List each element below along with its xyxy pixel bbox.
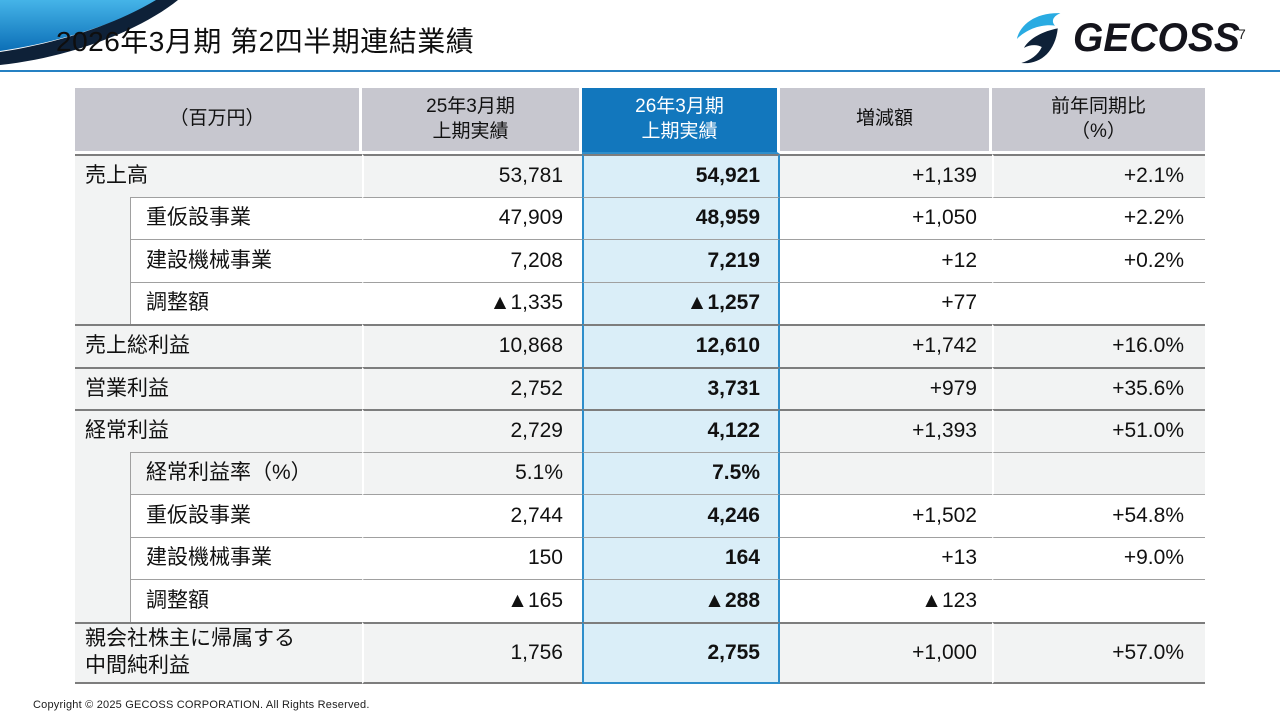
header-rule bbox=[0, 70, 1280, 72]
col-header-yoy: 前年同期比 （%） bbox=[992, 88, 1205, 154]
table-row: 建設機械事業 7,208 7,219 +12 +0.2% bbox=[75, 239, 1205, 282]
gecoss-logo-icon bbox=[1016, 13, 1061, 64]
prev-period-value: 47,909 bbox=[362, 196, 582, 239]
prev-period-value: 150 bbox=[362, 536, 582, 579]
prev-period-value: 2,729 bbox=[362, 409, 582, 452]
table-row: 売上高 53,781 54,921 +1,139 +2.1% bbox=[75, 154, 1205, 197]
change-value: +77 bbox=[780, 281, 992, 324]
prev-period-value: ▲1,335 bbox=[362, 281, 582, 324]
yoy-value: +0.2% bbox=[992, 239, 1205, 282]
current-period-value: ▲1,257 bbox=[582, 281, 780, 324]
row-label: 親会社株主に帰属する 中間純利益 bbox=[75, 621, 362, 684]
row-label: 建設機械事業 bbox=[130, 239, 362, 282]
gecoss-logo: GECOSS bbox=[1016, 12, 1240, 66]
current-period-value: ▲288 bbox=[582, 579, 780, 622]
prev-period-value: ▲165 bbox=[362, 579, 582, 622]
change-value: +1,000 bbox=[780, 621, 992, 684]
indent-gutter bbox=[75, 196, 130, 239]
current-period-value: 3,731 bbox=[582, 366, 780, 409]
indent-gutter bbox=[75, 494, 130, 537]
change-value: +979 bbox=[780, 366, 992, 409]
table-row: 親会社株主に帰属する 中間純利益 1,756 2,755 +1,000 +57.… bbox=[75, 621, 1205, 684]
change-value: +1,050 bbox=[780, 196, 992, 239]
change-value: +1,393 bbox=[780, 409, 992, 452]
prev-period-value: 5.1% bbox=[362, 451, 582, 494]
prev-period-value: 1,756 bbox=[362, 621, 582, 684]
table-body: 売上高 53,781 54,921 +1,139 +2.1% 重仮設事業 47,… bbox=[75, 154, 1205, 684]
table-row: 経常利益 2,729 4,122 +1,393 +51.0% bbox=[75, 409, 1205, 452]
current-period-value: 4,246 bbox=[582, 494, 780, 537]
indent-gutter bbox=[75, 579, 130, 622]
yoy-value: +9.0% bbox=[992, 536, 1205, 579]
yoy-value: +2.1% bbox=[992, 154, 1205, 197]
table-row: 調整額 ▲165 ▲288 ▲123 bbox=[75, 579, 1205, 622]
financial-results-table: （百万円） 25年3月期 上期実績 26年3月期 上期実績 増減額 前年同期比 … bbox=[75, 88, 1205, 684]
row-label: 売上総利益 bbox=[75, 324, 362, 367]
yoy-value bbox=[992, 451, 1205, 494]
table-row: 営業利益 2,752 3,731 +979 +35.6% bbox=[75, 366, 1205, 409]
yoy-value: +57.0% bbox=[992, 621, 1205, 684]
gecoss-logo-text: GECOSS bbox=[1073, 16, 1240, 61]
yoy-value: +54.8% bbox=[992, 494, 1205, 537]
yoy-value: +16.0% bbox=[992, 324, 1205, 367]
row-label: 重仮設事業 bbox=[130, 196, 362, 239]
table-row: 売上総利益 10,868 12,610 +1,742 +16.0% bbox=[75, 324, 1205, 367]
yoy-value: +51.0% bbox=[992, 409, 1205, 452]
current-period-value: 7,219 bbox=[582, 239, 780, 282]
table-row: 重仮設事業 47,909 48,959 +1,050 +2.2% bbox=[75, 196, 1205, 239]
change-value: +1,139 bbox=[780, 154, 992, 197]
table-row: 経常利益率（%） 5.1% 7.5% bbox=[75, 451, 1205, 494]
prev-period-value: 2,752 bbox=[362, 366, 582, 409]
change-value: +1,502 bbox=[780, 494, 992, 537]
prev-period-value: 53,781 bbox=[362, 154, 582, 197]
current-period-value: 2,755 bbox=[582, 621, 780, 684]
current-period-value: 164 bbox=[582, 536, 780, 579]
prev-period-value: 2,744 bbox=[362, 494, 582, 537]
current-period-value: 7.5% bbox=[582, 451, 780, 494]
prev-period-value: 7,208 bbox=[362, 239, 582, 282]
current-period-value: 54,921 bbox=[582, 154, 780, 197]
col-header-unit: （百万円） bbox=[75, 88, 362, 154]
yoy-value bbox=[992, 281, 1205, 324]
change-value bbox=[780, 451, 992, 494]
row-label: 売上高 bbox=[75, 154, 362, 197]
table-header-row: （百万円） 25年3月期 上期実績 26年3月期 上期実績 増減額 前年同期比 … bbox=[75, 88, 1205, 154]
current-period-value: 12,610 bbox=[582, 324, 780, 367]
row-label: 経常利益率（%） bbox=[130, 451, 362, 494]
indent-gutter bbox=[75, 451, 130, 494]
col-header-prev-period: 25年3月期 上期実績 bbox=[362, 88, 582, 154]
current-period-value: 48,959 bbox=[582, 196, 780, 239]
indent-gutter bbox=[75, 281, 130, 324]
row-label: 営業利益 bbox=[75, 366, 362, 409]
table-row: 調整額 ▲1,335 ▲1,257 +77 bbox=[75, 281, 1205, 324]
page-title: 2026年3月期 第2四半期連結業績 bbox=[56, 26, 475, 57]
indent-gutter bbox=[75, 239, 130, 282]
indent-gutter bbox=[75, 536, 130, 579]
table-row: 建設機械事業 150 164 +13 +9.0% bbox=[75, 536, 1205, 579]
corner-decoration bbox=[0, 0, 178, 65]
row-label: 調整額 bbox=[130, 579, 362, 622]
change-value: +1,742 bbox=[780, 324, 992, 367]
row-label: 調整額 bbox=[130, 281, 362, 324]
change-value: +12 bbox=[780, 239, 992, 282]
current-period-value: 4,122 bbox=[582, 409, 780, 452]
yoy-value bbox=[992, 579, 1205, 622]
prev-period-value: 10,868 bbox=[362, 324, 582, 367]
change-value: +13 bbox=[780, 536, 992, 579]
yoy-value: +2.2% bbox=[992, 196, 1205, 239]
yoy-value: +35.6% bbox=[992, 366, 1205, 409]
col-header-current-period: 26年3月期 上期実績 bbox=[582, 88, 780, 154]
row-label: 経常利益 bbox=[75, 409, 362, 452]
page-number: 7 bbox=[1238, 26, 1246, 42]
copyright-notice: Copyright © 2025 GECOSS CORPORATION. All… bbox=[33, 699, 370, 711]
col-header-change: 増減額 bbox=[780, 88, 992, 154]
change-value: ▲123 bbox=[780, 579, 992, 622]
row-label: 建設機械事業 bbox=[130, 536, 362, 579]
row-label: 重仮設事業 bbox=[130, 494, 362, 537]
table-row: 重仮設事業 2,744 4,246 +1,502 +54.8% bbox=[75, 494, 1205, 537]
